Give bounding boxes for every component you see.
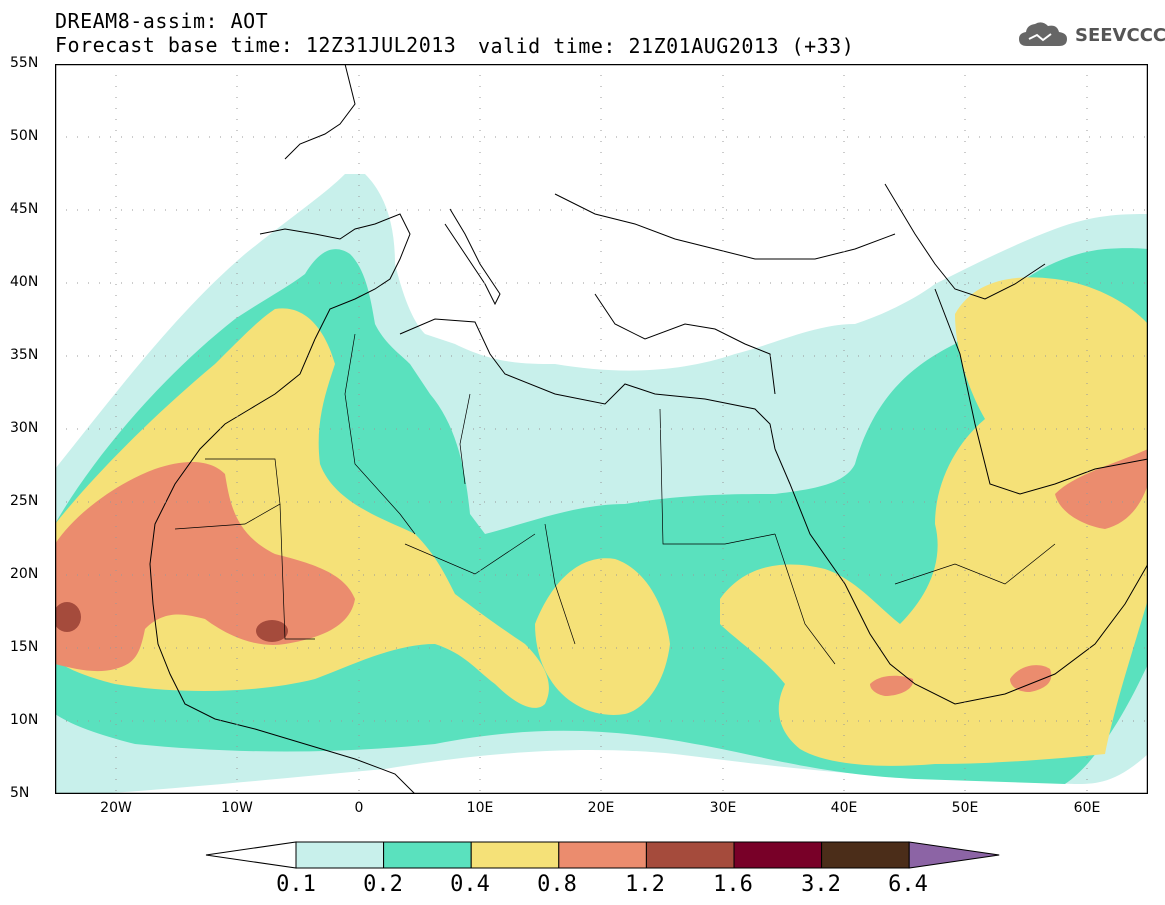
aot-field-1.2-a (55, 602, 81, 632)
lat-label: 10N (10, 712, 39, 728)
colorbar-arrow-low (205, 841, 297, 869)
lon-label: 60E (1073, 800, 1101, 816)
lat-label: 5N (10, 785, 30, 801)
lon-label: 30E (709, 800, 737, 816)
colorbar-label: 6.4 (888, 872, 928, 897)
aot-field-0.8-yemen (870, 675, 914, 696)
logo-text: SEEVCCC (1075, 24, 1165, 46)
lat-label: 55N (10, 55, 39, 71)
aot-field-0.8-arabia (1055, 449, 1148, 529)
forecast-base-time: Forecast base time: 12Z31JUL2013 (55, 33, 457, 57)
lon-label: 0 (354, 800, 364, 816)
lon-label: 10W (221, 800, 253, 816)
lon-label: 10E (466, 800, 494, 816)
colorbar-swatch (470, 841, 560, 869)
aot-map (55, 64, 1148, 794)
country-borders (174, 333, 1056, 665)
colorbar-swatch (383, 841, 472, 869)
lat-label: 45N (10, 201, 39, 217)
graticule (55, 64, 1148, 794)
colorbar-label: 3.2 (801, 872, 841, 897)
colorbar-label: 0.8 (537, 872, 577, 897)
lat-label: 15N (10, 639, 39, 655)
lat-label: 20N (10, 566, 39, 582)
colorbar (205, 841, 1000, 869)
lat-label: 30N (10, 420, 39, 436)
aot-field-0.4-central (535, 558, 670, 715)
colorbar-swatch (821, 841, 910, 869)
seevccc-logo: SEEVCCC (1017, 20, 1165, 50)
cloud-icon (1019, 22, 1067, 46)
lat-label: 50N (10, 128, 39, 144)
colorbar-label: 0.1 (276, 872, 316, 897)
aot-field-0.8-west (55, 462, 355, 672)
colorbar-swatch (645, 841, 735, 869)
aot-field-1.2-b (256, 620, 288, 642)
lon-label: 20E (587, 800, 615, 816)
lat-label: 40N (10, 274, 39, 290)
lon-label: 50E (951, 800, 979, 816)
colorbar-label: 1.2 (625, 872, 665, 897)
colorbar-swatch (733, 841, 823, 869)
coastlines (149, 64, 1148, 794)
valid-time: valid time: 21Z01AUG2013 (+33) (478, 34, 855, 58)
lat-label: 25N (10, 493, 39, 509)
lon-label: 40E (830, 800, 858, 816)
colorbar-arrow-high (908, 841, 1000, 869)
map-frame (55, 64, 1148, 794)
lat-label: 35N (10, 347, 39, 363)
chart-title: DREAM8-assim: AOT (55, 9, 269, 33)
aot-field-0.8-oman (1010, 665, 1052, 692)
lon-label: 20W (100, 800, 132, 816)
colorbar-swatch (295, 841, 385, 869)
aot-field-0.4-east (720, 277, 1148, 766)
colorbar-label: 0.4 (450, 872, 490, 897)
colorbar-label: 1.6 (713, 872, 753, 897)
colorbar-label: 0.2 (363, 872, 403, 897)
colorbar-swatch (558, 841, 647, 869)
